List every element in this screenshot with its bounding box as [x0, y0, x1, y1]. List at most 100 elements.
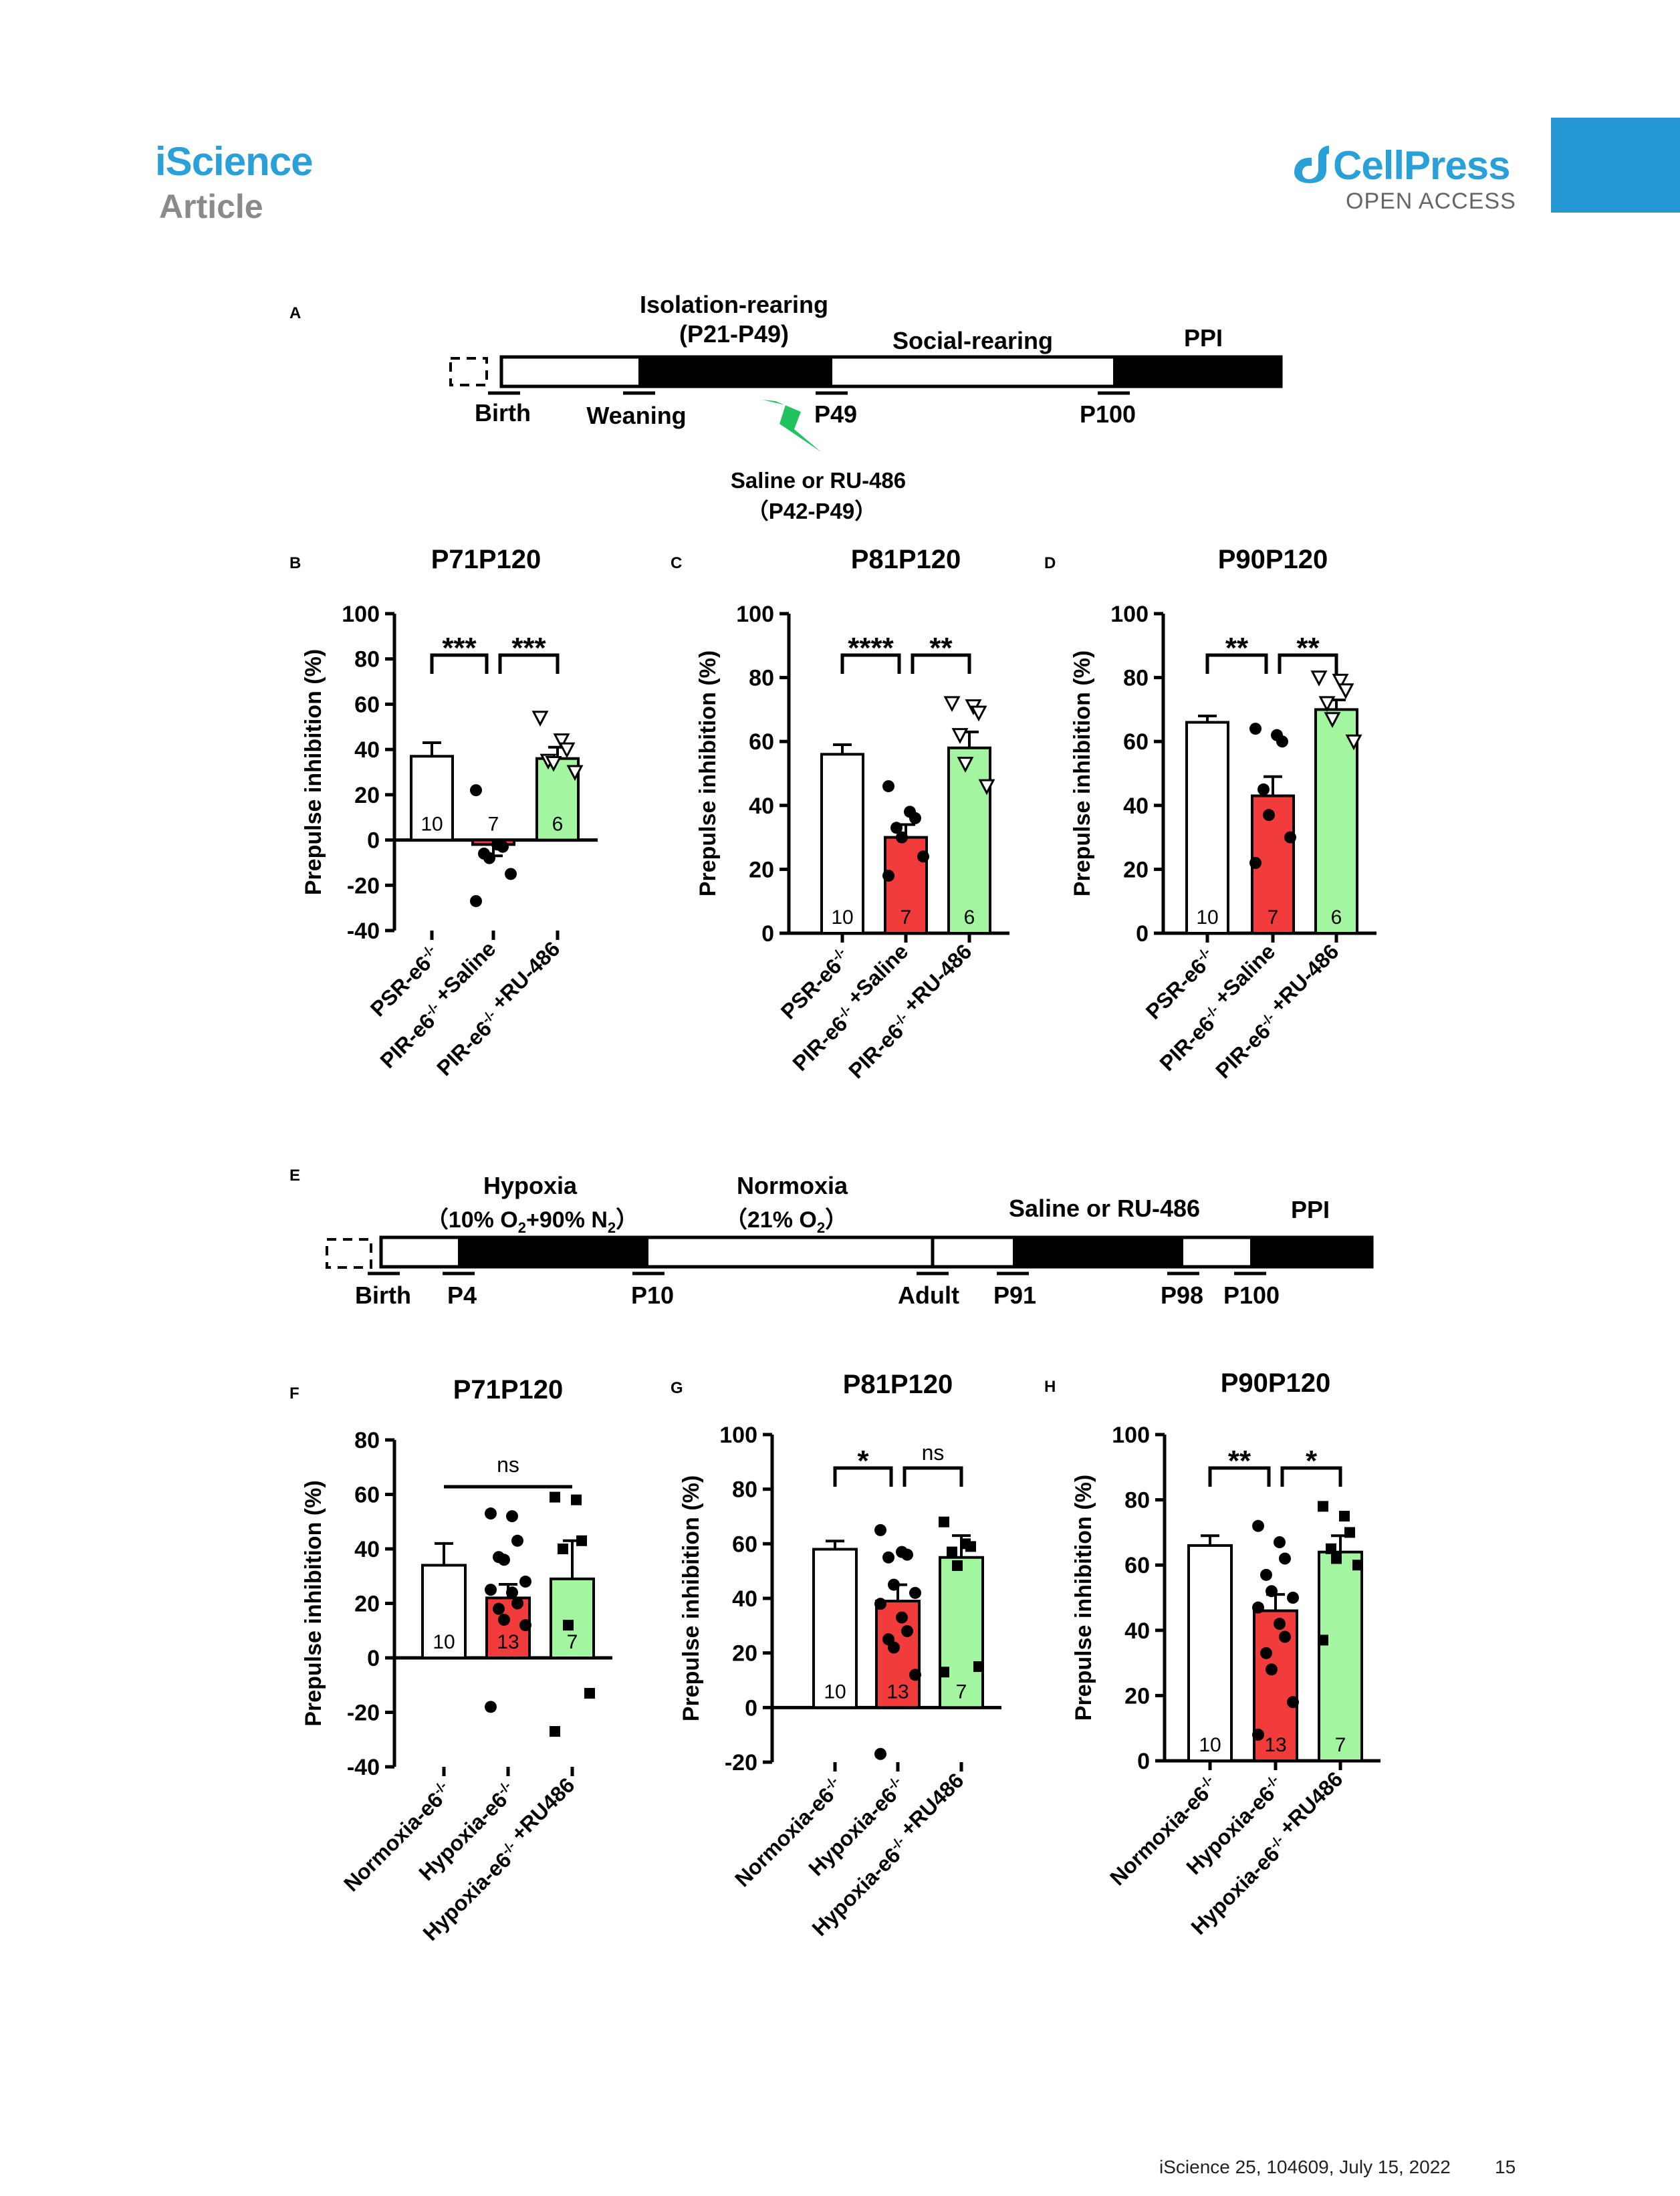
data-point [888, 1641, 900, 1654]
panel-letter: B [289, 554, 301, 572]
bar [550, 1577, 595, 1659]
y-tick-label: 20 [1124, 1683, 1150, 1709]
significance-bracket [1280, 1466, 1342, 1487]
panel-letter: C [671, 554, 682, 572]
chart-panel-f: F P71P120 Prepulse inhibition (%) -40 -20 0 20… [289, 1375, 612, 1945]
y-axis-label: Prepulse inhibition (%) [301, 649, 326, 895]
n-label: 7 [956, 1681, 967, 1703]
y-tick-label: 20 [1123, 857, 1149, 882]
open-access-label: OPEN ACCESS [1346, 189, 1516, 214]
n-label: 10 [831, 906, 853, 929]
data-point [485, 1701, 497, 1713]
significance-bracket [911, 653, 971, 674]
y-tick-label: 80 [354, 647, 380, 673]
data-point [965, 1541, 976, 1552]
article-type: Article [159, 188, 263, 225]
data-point [505, 868, 517, 880]
n-label: 7 [1335, 1734, 1346, 1756]
data-point [550, 1491, 560, 1503]
data-point [1284, 831, 1296, 844]
header-tab-decoration [1551, 118, 1680, 213]
data-point [558, 1544, 568, 1554]
bar [410, 755, 454, 842]
data-point [511, 1534, 523, 1547]
data-point [874, 1747, 886, 1760]
y-tick-label: 0 [367, 1646, 380, 1671]
significance-bracket [833, 1466, 893, 1487]
y-tick-label: 80 [1124, 1488, 1150, 1513]
data-point [1279, 1552, 1291, 1565]
significance-label: ** [1228, 1445, 1251, 1477]
data-point [550, 1726, 560, 1737]
y-tick-label: 60 [732, 1532, 757, 1557]
data-point [901, 1548, 913, 1561]
treatment-segment [1013, 1237, 1183, 1267]
chart-title: P90P120 [1221, 1368, 1331, 1398]
data-point [553, 733, 570, 749]
isolation-segment [638, 357, 832, 386]
n-label: 13 [886, 1681, 909, 1703]
y-tick-label: 0 [761, 921, 774, 947]
social-label: Social-rearing [892, 327, 1053, 354]
data-point [1352, 1560, 1363, 1571]
data-point [545, 755, 562, 772]
n-label: 6 [1331, 906, 1342, 929]
n-label: 10 [1196, 906, 1218, 929]
data-point [1274, 1536, 1286, 1549]
data-point [1257, 783, 1270, 796]
significance-label: **** [848, 632, 894, 664]
data-point [506, 1510, 518, 1523]
bar [820, 753, 864, 935]
data-point [896, 1611, 908, 1624]
y-tick-label: 60 [1123, 729, 1149, 755]
data-point [1310, 670, 1328, 687]
y-tick-label: 80 [732, 1477, 757, 1503]
data-point [563, 1620, 574, 1631]
bar [1187, 1544, 1233, 1762]
data-point [947, 1546, 957, 1558]
data-point [498, 1554, 510, 1566]
weaning-label: Weaning [586, 402, 686, 429]
data-point [1339, 1511, 1350, 1521]
data-point [511, 1597, 523, 1610]
significance-label: ns [922, 1441, 945, 1465]
p98-label: P98 [1161, 1282, 1203, 1309]
y-tick-label: 20 [749, 857, 774, 882]
chart-panel-g: G P81P120 Prepulse inhibition (%) -20 0 20 40 6… [671, 1370, 1001, 1941]
y-tick-label: 40 [1123, 794, 1149, 819]
y-tick-label: 80 [1123, 666, 1149, 691]
y-tick-label: 60 [1124, 1553, 1150, 1578]
category-label: PIR-e6-/- +RU-486 [427, 937, 570, 1080]
data-point [952, 1560, 963, 1571]
n-label: 6 [552, 814, 564, 836]
significance-label: * [1306, 1445, 1318, 1477]
data-point [519, 1619, 531, 1632]
data-point [558, 742, 576, 759]
normoxia-condition: （21% O2） [725, 1207, 848, 1236]
data-point [485, 1507, 497, 1520]
n-label: 10 [824, 1681, 846, 1703]
p91-label: P91 [993, 1282, 1036, 1309]
p49-label: P49 [814, 400, 857, 428]
data-point [882, 869, 894, 882]
prenatal-box-e [326, 1238, 372, 1269]
data-point [1263, 809, 1275, 822]
data-point [1252, 1728, 1264, 1741]
y-axis-label: Prepulse inhibition (%) [679, 1475, 704, 1721]
bar [812, 1548, 858, 1709]
y-tick-label: 80 [749, 666, 774, 691]
data-point [506, 1586, 518, 1599]
data-point [470, 894, 482, 907]
panel-letter: D [1044, 554, 1056, 572]
y-tick-label: 40 [1124, 1618, 1150, 1644]
data-point [888, 1578, 900, 1591]
data-point [909, 1669, 921, 1681]
data-point [970, 705, 987, 722]
y-tick-label: 20 [732, 1641, 757, 1667]
y-tick-label: 20 [354, 1592, 380, 1617]
significance-label: ** [1296, 632, 1320, 664]
data-point [1337, 683, 1354, 699]
y-tick-label: 0 [745, 1695, 757, 1721]
timeline-e: E Hypoxia （10% O2+90% N2） Normoxia （21% … [289, 1167, 1374, 1309]
n-label: 6 [964, 906, 975, 929]
